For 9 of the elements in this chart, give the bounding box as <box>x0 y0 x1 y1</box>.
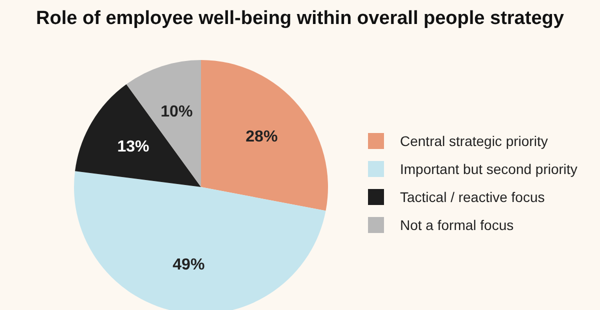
data-label: 13% <box>117 138 150 156</box>
legend-label: Central strategic priority <box>400 133 548 149</box>
legend-label: Not a formal focus <box>400 217 514 233</box>
data-label: 10% <box>160 104 193 121</box>
legend-label: Important but second priority <box>400 161 578 177</box>
chart-title: Role of employee well-being within overall people strategy <box>35 8 565 30</box>
data-label: 28% <box>246 128 278 146</box>
legend-label: Tactical / reactive focus <box>400 189 545 205</box>
data-label: 49% <box>172 256 205 274</box>
